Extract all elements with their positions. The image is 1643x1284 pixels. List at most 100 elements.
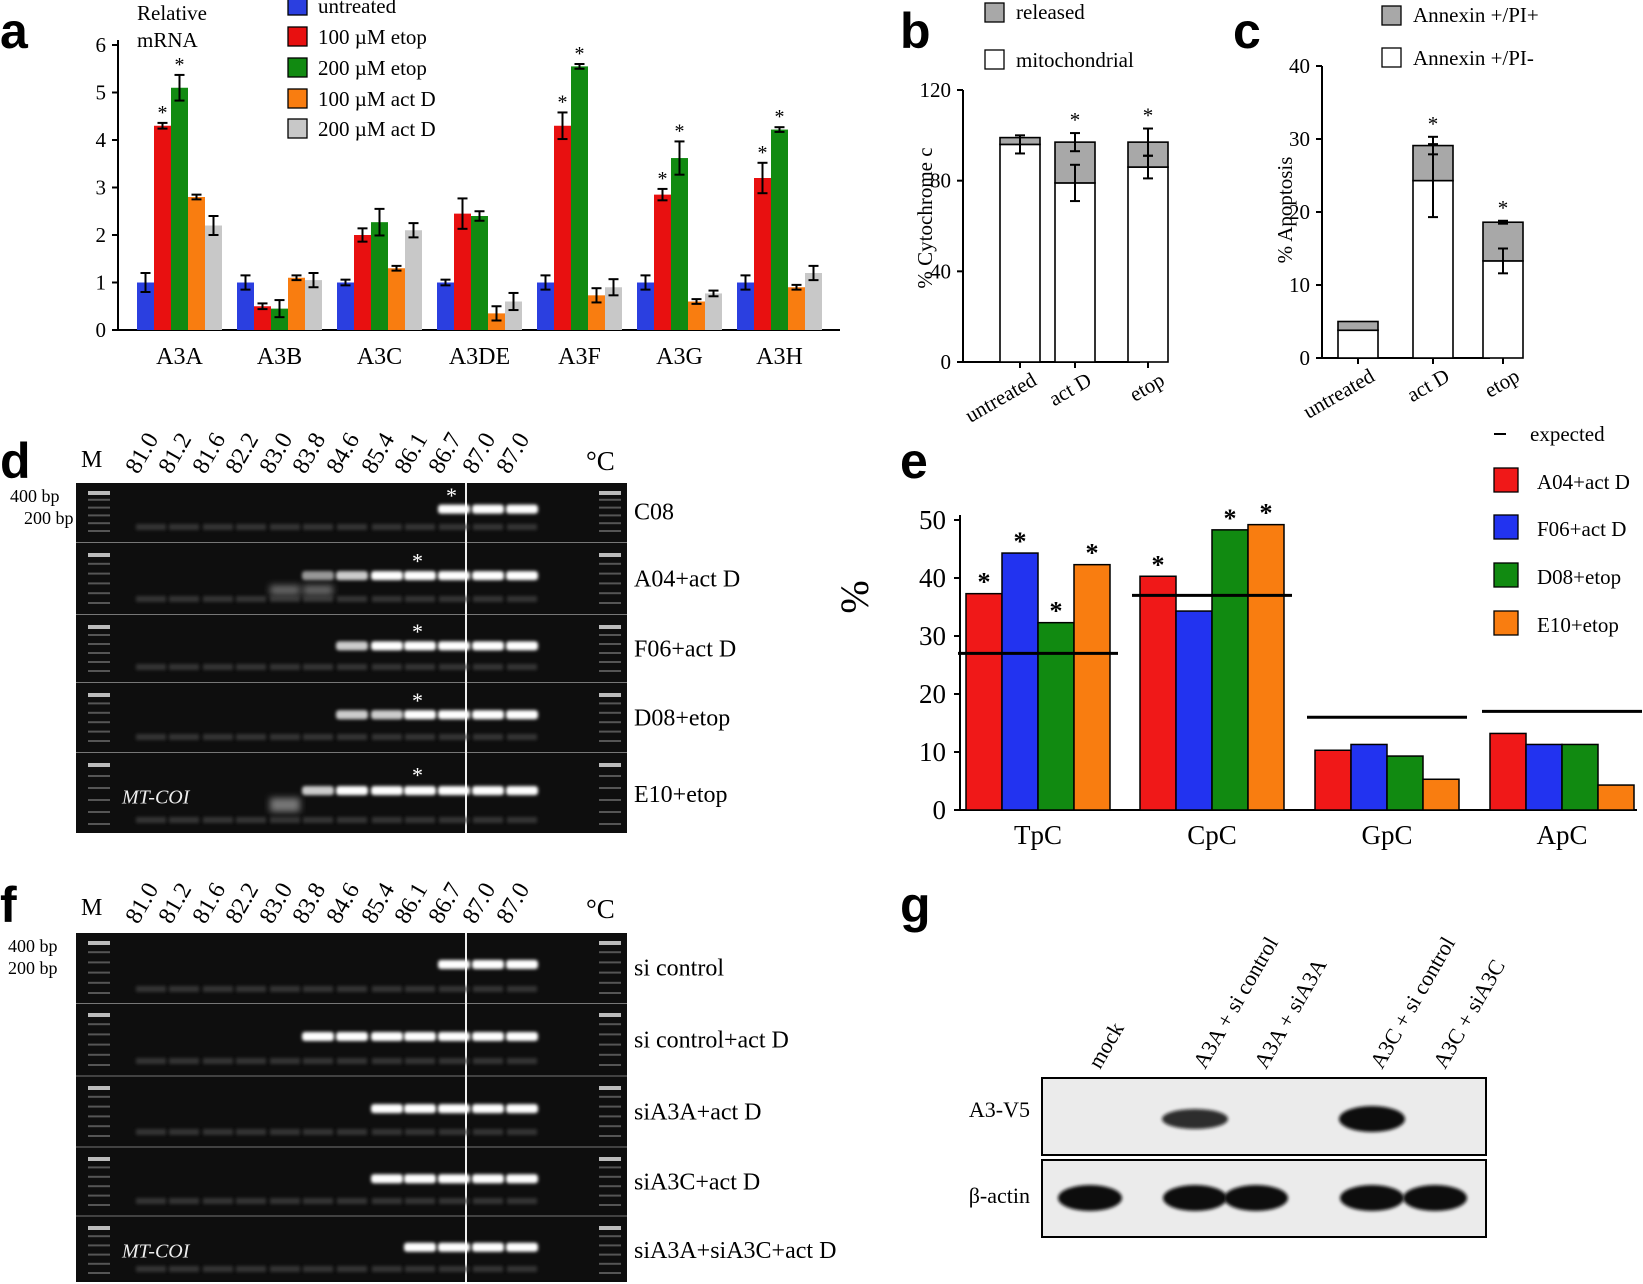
legend-swatch-mitochondrial <box>984 49 1005 70</box>
ladder-band <box>88 1226 110 1230</box>
temperature-label: 83.8 <box>288 879 332 928</box>
temperature-label: 86.1 <box>390 429 434 478</box>
ladder-band <box>88 721 110 724</box>
primer-smear <box>136 734 166 740</box>
primer-smear <box>236 664 266 670</box>
primer-smear <box>236 524 266 530</box>
pcr-band <box>336 641 368 651</box>
primer-smear <box>507 1129 537 1135</box>
temperature-label: 86.7 <box>424 429 468 478</box>
primer-smear <box>169 664 199 670</box>
primer-smear <box>136 524 166 530</box>
bar <box>1386 755 1424 811</box>
bar <box>137 282 154 330</box>
primer-smear <box>169 1058 199 1064</box>
ladder-band <box>88 711 110 714</box>
ladder-band <box>599 530 621 532</box>
significance-star: * <box>1143 104 1154 128</box>
ladder-band <box>88 1033 110 1036</box>
category-label: A3A <box>156 344 203 370</box>
pcr-band <box>404 786 436 796</box>
pcr-band <box>506 1104 538 1114</box>
ladder-band <box>88 730 110 733</box>
primer-smear <box>405 1198 435 1204</box>
primer-smear <box>507 1266 537 1272</box>
panel-label-c: c <box>1233 3 1261 59</box>
ladder-band <box>88 1262 110 1265</box>
panel-c-ylabel: % Apoptosis <box>1273 157 1297 264</box>
primer-smear <box>303 1058 333 1064</box>
ladder-band <box>88 514 110 517</box>
primer-smear <box>236 1266 266 1272</box>
legend-label-mitochondrial: mitochondrial <box>1016 48 1134 72</box>
pcr-band <box>371 710 403 720</box>
pcr-band <box>404 1174 436 1184</box>
smear <box>270 797 300 812</box>
legend-label: F06+act D <box>1537 517 1626 541</box>
ladder-band <box>599 941 621 945</box>
bar <box>637 282 654 330</box>
primer-smear <box>270 1129 300 1135</box>
y-tick-label: 10 <box>919 737 946 767</box>
ladder-band <box>88 1086 110 1090</box>
category-label: TpC <box>1014 820 1062 850</box>
bar <box>788 287 805 330</box>
bar <box>437 282 454 330</box>
significance-star: * <box>412 762 423 787</box>
y-tick-label: 3 <box>96 176 107 200</box>
primer-smear <box>236 596 266 602</box>
primer-smear <box>405 1058 435 1064</box>
bar <box>305 280 322 330</box>
bar-lower <box>1482 260 1524 359</box>
ladder-band <box>599 498 621 501</box>
panel-label-g: g <box>900 877 931 933</box>
ladder-band <box>88 787 110 789</box>
bar <box>1489 732 1527 811</box>
bar <box>205 225 222 330</box>
significance-star: * <box>658 168 668 190</box>
significance-star: * <box>1224 504 1237 533</box>
primer-smear <box>473 1266 503 1272</box>
ladder-band <box>88 572 110 575</box>
primer-smear <box>473 734 503 740</box>
ladder-band <box>88 670 110 672</box>
ladder-band <box>88 643 110 645</box>
pcr-band <box>506 1174 538 1184</box>
western-band <box>1163 1185 1227 1211</box>
primer-smear <box>169 734 199 740</box>
primer-smear <box>236 1058 266 1064</box>
panel-b-chart: 0 40 80 120 untreated * act D * etop <box>920 78 1169 427</box>
panel-a-chart: 0 1 2 3 4 5 6 * * A3A A3B A3C A3DE * * A3F * * A3G * * A3H <box>96 33 840 370</box>
primer-smear <box>169 524 199 530</box>
significance-star: * <box>1498 196 1509 220</box>
significance-star: * <box>675 120 685 142</box>
legend-swatch <box>1493 562 1519 588</box>
bar <box>337 282 354 330</box>
primer-smear <box>169 817 199 823</box>
primer-smear <box>136 664 166 670</box>
western-band <box>1403 1185 1467 1211</box>
primer-smear <box>439 734 469 740</box>
panel-label-d: d <box>0 433 31 489</box>
ladder-band <box>599 592 621 595</box>
pcr-band <box>438 504 470 514</box>
primer-smear <box>372 1266 402 1272</box>
ladder-band <box>599 1166 621 1169</box>
ladder-band <box>599 1105 621 1108</box>
primer-smear <box>507 986 537 992</box>
panel-c-chart: 0 10 20 30 40 untreated * act D * etop <box>1289 54 1524 423</box>
ladder-band <box>599 1185 621 1188</box>
primer-smear <box>203 524 233 530</box>
bar <box>1001 552 1039 811</box>
row-label: E10+etop <box>634 782 728 808</box>
pcr-band <box>472 1032 504 1042</box>
ladder-band <box>88 1244 110 1247</box>
panel-c: Annexin +/PI+ Annexin +/PI- % Apoptosis … <box>1273 3 1539 423</box>
ladder-band <box>88 530 110 532</box>
ladder-band <box>88 625 110 629</box>
temperature-label: 83.0 <box>255 879 299 928</box>
temperature-label: 82.2 <box>221 879 265 928</box>
temperature-label: 87.0 <box>492 429 536 478</box>
lane-label: mock <box>1083 1018 1129 1073</box>
ladder-band <box>599 1244 621 1247</box>
